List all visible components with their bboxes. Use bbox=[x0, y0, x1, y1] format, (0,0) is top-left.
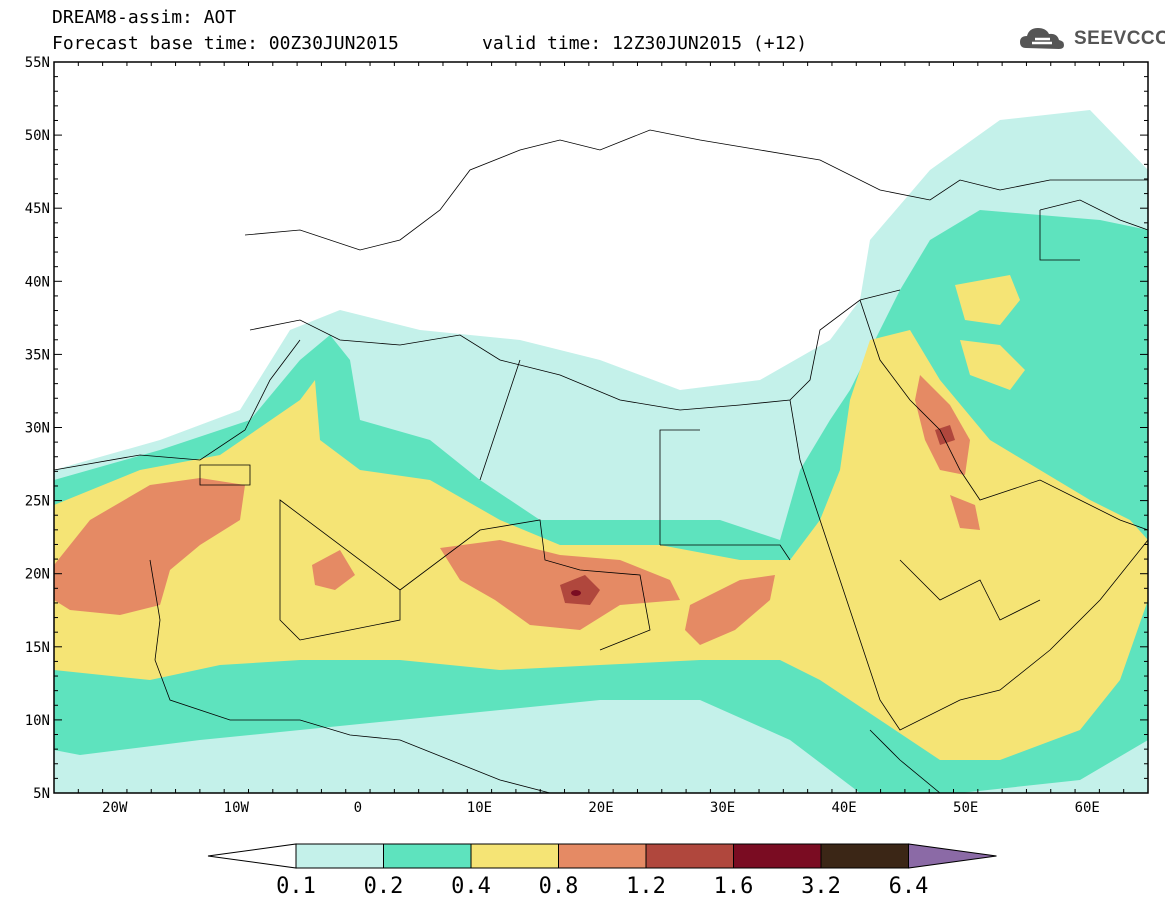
colorbar-swatch bbox=[470, 843, 559, 869]
cloud-icon bbox=[1020, 28, 1064, 49]
x-tick-label: 30E bbox=[710, 800, 735, 816]
y-tick-label: 5N bbox=[33, 786, 50, 802]
colorbar-under-arrow bbox=[207, 843, 297, 869]
aot-band-1.6 bbox=[571, 590, 581, 596]
colorbar-label: 0.8 bbox=[539, 874, 579, 899]
colorbar-label: 3.2 bbox=[801, 874, 841, 899]
colorbar-swatch bbox=[645, 843, 734, 869]
coastlines bbox=[54, 129, 1148, 793]
logo-text: SEEVCCC bbox=[1074, 28, 1165, 49]
colorbar-swatch bbox=[383, 843, 472, 869]
aot-band-0.8-mali bbox=[312, 550, 355, 590]
colorbar-label: 6.4 bbox=[889, 874, 929, 899]
colorbar-swatch bbox=[295, 843, 384, 869]
y-tick-label: 45N bbox=[25, 201, 50, 217]
x-tick-label: 20W bbox=[102, 800, 128, 816]
colorbar-label: 1.2 bbox=[626, 874, 666, 899]
chart-title: DREAM8-assim: AOT bbox=[52, 7, 237, 28]
x-tick-label: 0 bbox=[354, 800, 362, 816]
y-tick-label: 30N bbox=[25, 421, 50, 437]
colorbar-swatch bbox=[820, 843, 909, 869]
aot-band-0.4 bbox=[54, 330, 1148, 760]
colorbar-swatch bbox=[733, 843, 822, 869]
y-tick-label: 50N bbox=[25, 128, 50, 144]
x-tick-label: 10W bbox=[224, 800, 250, 816]
aot-band-1.2 bbox=[560, 575, 600, 605]
aot-band-0.8-west bbox=[54, 478, 245, 615]
x-tick-label: 50E bbox=[953, 800, 978, 816]
aot-band-0.4-caspian bbox=[955, 275, 1020, 325]
y-tick-label: 10N bbox=[25, 713, 50, 729]
axis-labels: 20W 10W 0 10E 20E 30E 40E 50E 60E 55N 50N 45N 40N 35N… bbox=[25, 55, 1100, 816]
aot-field bbox=[54, 62, 1148, 793]
y-tick-label: 25N bbox=[25, 494, 50, 510]
x-tick-label: 40E bbox=[831, 800, 856, 816]
colorbar-label: 0.2 bbox=[364, 874, 404, 899]
y-tick-label: 35N bbox=[25, 347, 50, 363]
y-tick-label: 20N bbox=[25, 567, 50, 583]
x-tick-label: 10E bbox=[467, 800, 492, 816]
aot-band-0.4-east bbox=[960, 340, 1025, 390]
colorbar-swatch bbox=[558, 843, 647, 869]
colorbar-over-arrow bbox=[908, 843, 997, 869]
y-tick-label: 40N bbox=[25, 274, 50, 290]
aot-band-0.8-iraq bbox=[915, 375, 970, 475]
colorbar-label: 0.1 bbox=[276, 874, 316, 899]
colorbar: 0.1 0.2 0.4 0.8 1.2 1.6 3.2 6.4 bbox=[207, 843, 997, 899]
y-tick-label: 15N bbox=[25, 640, 50, 656]
aot-band-0.8-sudan bbox=[685, 575, 775, 645]
y-tick-label: 55N bbox=[25, 55, 50, 71]
forecast-base-time: Forecast base time: 00Z30JUN2015 bbox=[52, 33, 399, 54]
colorbar-label: 0.4 bbox=[451, 874, 491, 899]
colorbar-label: 1.6 bbox=[714, 874, 754, 899]
valid-time: valid time: 12Z30JUN2015 (+12) bbox=[482, 33, 808, 54]
x-tick-label: 60E bbox=[1075, 800, 1100, 816]
axis-ticks bbox=[53, 61, 1149, 794]
aot-band-0.8-gulf bbox=[950, 495, 980, 530]
x-tick-label: 20E bbox=[588, 800, 613, 816]
